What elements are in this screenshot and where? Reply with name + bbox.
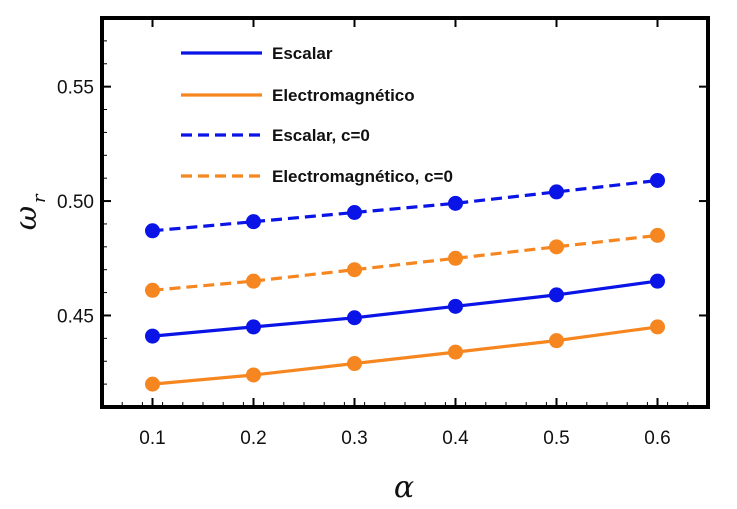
x-tick-label: 0.4	[442, 428, 469, 449]
axis-ticks: 0.1 0.2 0.3 0.4 0.5 0.6 0.45 0.50 0.55	[57, 17, 709, 449]
data-point-electromagnetico-c0	[650, 227, 665, 243]
data-point-escalar-c0	[650, 172, 665, 188]
data-point-escalar	[549, 287, 564, 303]
x-tick-label: 0.5	[543, 428, 569, 449]
x-tick-label: 0.3	[341, 428, 367, 449]
legend-label-escalar: Escalar	[272, 44, 333, 63]
series-line-electromagnetico	[152, 325, 658, 386]
data-point-escalar-c0	[448, 195, 463, 211]
series-marks	[145, 172, 665, 392]
data-point-electromagnetico	[549, 333, 564, 349]
data-point-electromagnetico-c0	[549, 239, 564, 255]
data-point-escalar-c0	[347, 205, 362, 220]
data-point-escalar	[347, 310, 362, 326]
x-tick-label: 0.1	[139, 428, 165, 449]
legend-label-electromagnetico-c0: Electromagnético, c=0	[272, 167, 453, 186]
x-tick-label: 0.6	[644, 428, 670, 449]
data-point-electromagnetico-c0	[448, 250, 463, 266]
data-point-electromagnetico	[347, 356, 362, 372]
data-point-escalar	[246, 319, 261, 335]
data-point-escalar-c0	[145, 223, 160, 239]
data-point-escalar	[145, 328, 160, 344]
y-axis-label-subscript: r	[29, 193, 50, 203]
data-point-electromagnetico	[145, 376, 160, 392]
x-axis-label: α	[394, 470, 414, 505]
data-point-escalar-c0	[549, 184, 564, 200]
legend-label-electromagnetico: Electromagnético	[272, 86, 415, 105]
data-point-electromagnetico	[448, 344, 463, 360]
data-point-escalar	[448, 298, 463, 314]
data-point-electromagnetico-c0	[347, 262, 362, 278]
x-tick-label: 0.2	[240, 428, 266, 449]
series-line-escalar	[152, 279, 658, 338]
data-point-electromagnetico-c0	[145, 282, 160, 298]
data-point-escalar-c0	[246, 214, 261, 230]
data-point-electromagnetico	[650, 319, 665, 335]
y-axis-label-group: ω r	[9, 193, 50, 230]
legend-label-escalar-c0: Escalar, c=0	[272, 126, 370, 145]
data-point-electromagnetico-c0	[246, 273, 261, 289]
data-point-escalar	[650, 273, 665, 289]
legend: Escalar Electromagnético Escalar, c=0 Elect…	[181, 44, 453, 186]
data-point-electromagnetico	[246, 367, 261, 383]
y-tick-label: 0.45	[57, 306, 94, 327]
y-axis-label: ω	[9, 206, 44, 230]
y-tick-label: 0.55	[57, 78, 94, 99]
plot-frame	[100, 16, 710, 409]
plot-area	[100, 16, 710, 409]
y-tick-label: 0.50	[57, 192, 94, 213]
